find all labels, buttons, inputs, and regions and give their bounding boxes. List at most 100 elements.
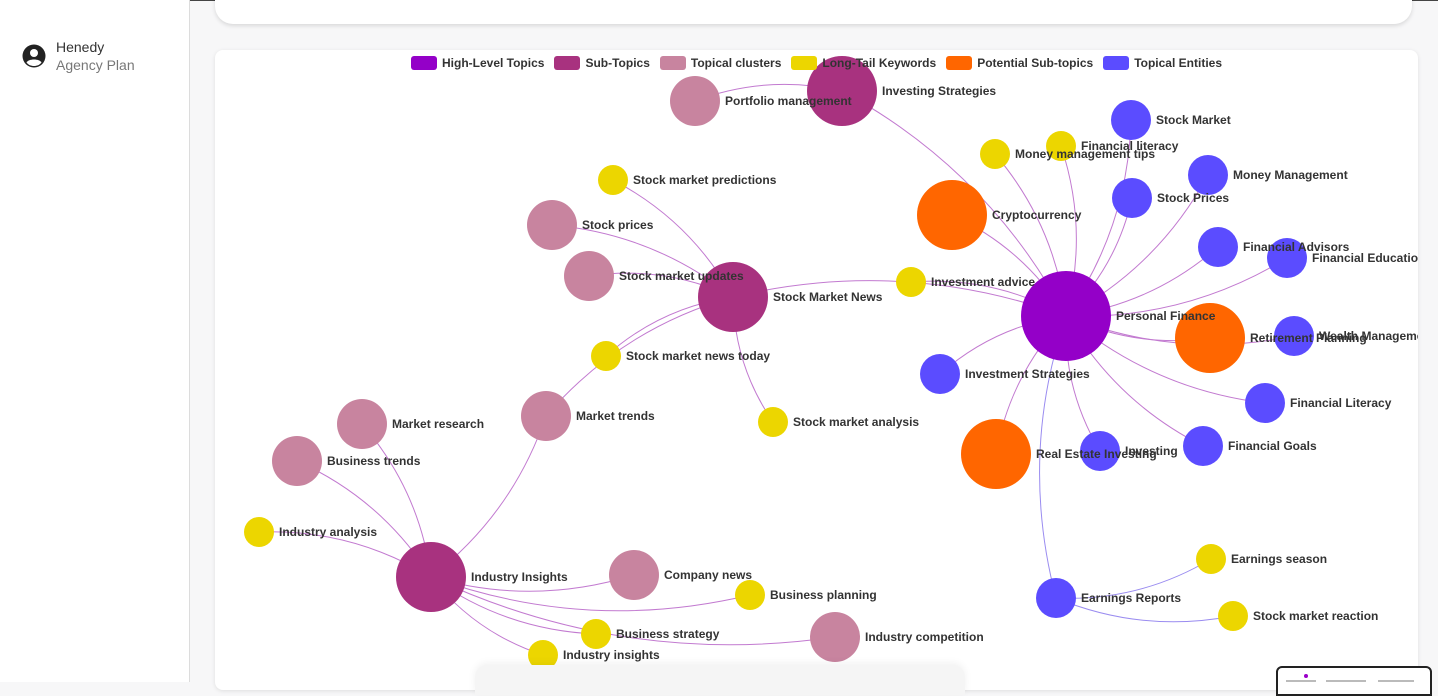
graph-node[interactable] [807, 56, 877, 126]
minimap-dot [1304, 674, 1308, 678]
graph-node[interactable] [810, 612, 860, 662]
graph-node-label: Industry analysis [279, 525, 377, 539]
sidebar: Henedy Agency Plan [0, 0, 190, 682]
topical-map-graph[interactable]: Personal Finance Investing Strategies Stoc… [215, 50, 1418, 690]
graph-node[interactable] [1183, 426, 1223, 466]
graph-edge [430, 576, 751, 612]
graph-node[interactable] [698, 262, 768, 332]
graph-node-label: Business trends [327, 454, 421, 468]
legend-label: Topical clusters [690, 56, 782, 70]
graph-node-label: Financial Goals [1228, 439, 1317, 453]
graph-node-label: Investment Strategies [965, 367, 1090, 381]
graph-node[interactable] [1112, 178, 1152, 218]
legend-label: Potential Sub-topics [977, 56, 1094, 70]
graph-node[interactable] [1245, 383, 1285, 423]
graph-node[interactable] [598, 165, 628, 195]
legend-label: High-Level Topics [441, 56, 545, 70]
legend-item[interactable]: Potential Sub-topics [946, 56, 1093, 70]
graph-node-label: Investment advice [931, 275, 1035, 289]
graph-node[interactable] [609, 550, 659, 600]
graph-node-label: Stock market predictions [633, 173, 777, 187]
graph-node-label: Investing [1125, 444, 1178, 458]
graph-node[interactable] [337, 399, 387, 449]
graph-node[interactable] [521, 391, 571, 441]
legend-swatch [410, 56, 437, 70]
graph-node-label: Industry insights [563, 648, 660, 662]
graph-node[interactable] [527, 200, 577, 250]
user-name: Henedy [56, 39, 105, 55]
graph-node-label: Money Management [1233, 168, 1348, 182]
graph-node[interactable] [1175, 303, 1245, 373]
minimap-line [1286, 680, 1316, 682]
graph-node[interactable] [581, 619, 611, 649]
graph-node[interactable] [1046, 131, 1076, 161]
graph-node[interactable] [980, 139, 1010, 169]
graph-node-label: Company news [664, 568, 752, 582]
graph-node[interactable] [896, 267, 926, 297]
legend-item[interactable]: Topical clusters [659, 56, 782, 70]
graph-node-label: Stock market news today [626, 349, 770, 363]
graph-node-label: Stock Market [1156, 113, 1231, 127]
topical-map-panel: Personal Finance Investing Strategies Stoc… [215, 50, 1418, 690]
graph-node[interactable] [244, 517, 274, 547]
graph-node-label: Financial Education [1312, 251, 1418, 265]
graph-node[interactable] [1111, 100, 1151, 140]
graph-node[interactable] [1036, 578, 1076, 618]
graph-node-label: Earnings Reports [1081, 591, 1181, 605]
graph-node-label: Stock market updates [619, 269, 744, 283]
top-panel [215, 0, 1412, 24]
graph-node-label: Portfolio management [725, 94, 852, 108]
graph-node[interactable] [564, 251, 614, 301]
graph-node[interactable] [735, 580, 765, 610]
legend-swatch [659, 56, 686, 70]
bottom-toolbar [475, 665, 965, 695]
legend-swatch [554, 56, 581, 70]
graph-node[interactable] [272, 436, 322, 486]
minimap-thumbnail[interactable] [1276, 666, 1432, 696]
graph-node[interactable] [758, 407, 788, 437]
legend-item[interactable]: High-Level Topics [410, 56, 545, 70]
graph-node-label: Wealth Management [1319, 329, 1418, 343]
graph-node-label: Money management tips [1015, 147, 1155, 161]
graph-node-label: Retirement Planning [1250, 331, 1367, 345]
graph-node[interactable] [1198, 227, 1238, 267]
graph-labels: Personal Finance Investing Strategies Stoc… [279, 84, 1418, 662]
graph-node[interactable] [1274, 316, 1314, 356]
graph-node-label: Stock prices [582, 218, 654, 232]
graph-node[interactable] [961, 419, 1031, 489]
graph-node[interactable] [1267, 238, 1307, 278]
graph-node-label: Stock market analysis [793, 415, 919, 429]
graph-node-label: Financial literacy [1081, 139, 1179, 153]
graph-node[interactable] [528, 640, 558, 670]
graph-node-label: Business strategy [616, 627, 720, 641]
graph-node[interactable] [1021, 271, 1111, 361]
minimap-line [1378, 680, 1414, 682]
graph-nodes [244, 56, 1314, 670]
graph-node-label: Market trends [576, 409, 655, 423]
graph-node-label: Real Estate Investing [1036, 447, 1157, 461]
legend-item[interactable]: Topical Entities [1103, 56, 1222, 70]
legend-item[interactable]: Long-Tail Keywords [791, 56, 936, 70]
legend-swatch [791, 56, 818, 70]
graph-node[interactable] [591, 341, 621, 371]
graph-node-label: Investing Strategies [882, 84, 996, 98]
graph-node[interactable] [1188, 155, 1228, 195]
graph-node[interactable] [1080, 431, 1120, 471]
graph-node[interactable] [920, 354, 960, 394]
account-circle-icon [22, 44, 46, 68]
graph-node[interactable] [396, 542, 466, 612]
graph-node-label: Market research [392, 417, 484, 431]
graph-node[interactable] [670, 76, 720, 126]
user-profile[interactable]: Henedy Agency Plan [22, 38, 135, 74]
graph-node[interactable] [917, 180, 987, 250]
graph-node-label: Personal Finance [1116, 309, 1216, 323]
graph-node-label: Earnings season [1231, 552, 1327, 566]
legend-swatch [1103, 56, 1130, 70]
graph-node-label: Stock Prices [1157, 191, 1229, 205]
graph-node-label: Financial Literacy [1290, 396, 1392, 410]
graph-node[interactable] [1218, 601, 1248, 631]
graph-node[interactable] [1196, 544, 1226, 574]
legend-item[interactable]: Sub-Topics [554, 56, 650, 70]
legend-label: Topical Entities [1134, 56, 1222, 70]
graph-node-label: Stock market reaction [1253, 609, 1378, 623]
